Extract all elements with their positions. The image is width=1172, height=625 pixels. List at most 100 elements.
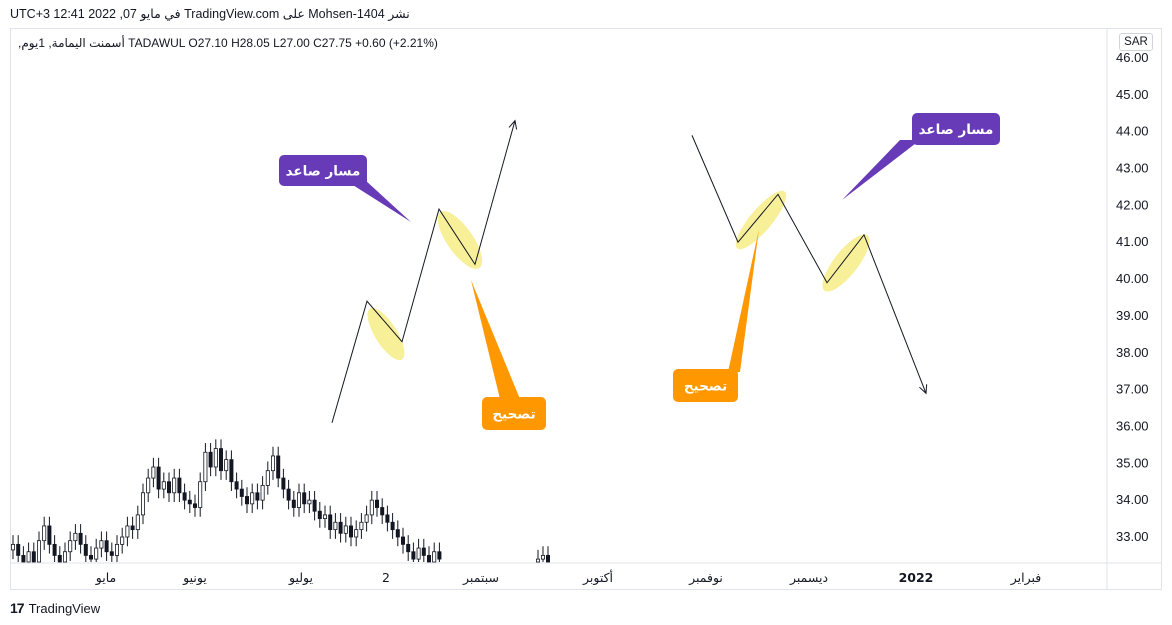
candle[interactable] [406,535,411,561]
candle[interactable] [260,476,265,510]
candle[interactable] [42,516,47,550]
candle[interactable] [187,490,192,514]
candle[interactable] [208,443,213,477]
candle[interactable] [161,472,166,499]
candle[interactable] [546,546,551,563]
candle[interactable] [63,542,68,563]
uptrend-callout-right[interactable]: مسار صاعد [842,113,1000,200]
candle[interactable] [99,531,104,558]
candle[interactable] [281,468,286,499]
candle[interactable] [26,542,31,563]
highlight-ellipse[interactable] [430,205,490,276]
candle[interactable] [192,494,197,517]
candle[interactable] [302,483,307,514]
candle[interactable] [57,546,62,563]
candle[interactable] [354,520,359,547]
candle[interactable] [421,538,426,562]
candle[interactable] [380,498,385,525]
candle[interactable] [411,542,416,562]
candle[interactable] [146,468,151,502]
uptrend-callout-left[interactable]: مسار صاعد [279,155,411,222]
candle[interactable] [338,513,343,543]
candle[interactable] [31,542,36,563]
correction-callout-left[interactable]: تصحيح [471,280,546,430]
candle[interactable] [276,446,281,488]
candle[interactable] [229,450,234,491]
candle[interactable] [426,546,431,563]
candle[interactable] [322,505,327,528]
candle[interactable] [120,527,125,554]
candle[interactable] [317,501,322,528]
pattern-path-left[interactable] [331,120,516,423]
candle[interactable] [10,535,15,560]
candle[interactable] [333,513,338,539]
candle[interactable] [369,490,374,525]
candle[interactable] [135,505,140,539]
symbol-legend[interactable]: ,أسمنت اليمامة, 1يوم TADAWUL O27.10 H28.… [18,36,438,50]
candle[interactable] [94,538,99,562]
candle[interactable] [156,457,161,499]
candle[interactable] [359,513,364,539]
candle[interactable] [348,516,353,547]
candle[interactable] [52,535,57,562]
candle[interactable] [125,516,130,547]
candle[interactable] [224,450,229,480]
candle[interactable] [400,527,405,554]
candle[interactable] [198,472,203,517]
candle[interactable] [213,439,218,477]
highlight-ellipse[interactable] [361,303,411,366]
candle[interactable] [385,505,390,532]
candle[interactable] [21,546,26,563]
candle[interactable] [130,516,135,539]
candle[interactable] [541,546,546,562]
candle[interactable] [270,446,275,480]
candle[interactable] [343,516,348,543]
candle[interactable] [296,483,301,517]
candle[interactable] [374,490,379,517]
candle[interactable] [83,535,88,562]
highlight-ellipse[interactable] [815,228,877,298]
candle[interactable] [390,513,395,539]
candle[interactable] [244,487,249,514]
candle[interactable] [78,524,83,554]
candle[interactable] [536,549,541,563]
candle[interactable] [265,461,270,495]
candle[interactable] [203,443,208,491]
candle[interactable] [89,546,94,562]
candle[interactable] [172,468,177,502]
candle[interactable] [218,439,223,480]
candle[interactable] [307,490,312,514]
candle[interactable] [73,524,78,550]
candle[interactable] [151,457,156,488]
candle[interactable] [328,505,333,539]
candle[interactable] [432,542,437,563]
candle[interactable] [68,531,73,561]
candle[interactable] [109,542,114,562]
candle[interactable] [115,535,120,562]
highlight-ellipse[interactable] [729,185,793,256]
candle[interactable] [255,483,260,510]
candle[interactable] [286,479,291,510]
pattern-path-right[interactable] [691,135,927,394]
candle[interactable] [140,483,145,525]
candle[interactable] [312,490,317,521]
candle[interactable] [291,490,296,517]
candle[interactable] [104,531,109,561]
candle[interactable] [250,483,255,514]
candle[interactable] [166,472,171,502]
candle[interactable] [47,516,52,554]
annotations[interactable]: مسار صاعد مسار صاعد تصحيح تصحيح [279,113,1000,430]
candle[interactable] [177,468,182,502]
candle[interactable] [364,505,369,532]
candle[interactable] [16,535,21,562]
candle[interactable] [234,472,239,499]
tradingview-logo[interactable]: 17 TradingView [10,600,100,616]
candle[interactable] [239,479,244,506]
candle[interactable] [395,520,400,547]
candle[interactable] [182,483,187,510]
price-axis[interactable]: 46.00 45.00 44.00 43.00 42.00 41.00 40.00 39.00… [10,28,1162,590]
correction-callout-right[interactable]: تصحيح [673,229,759,402]
candle[interactable] [37,531,42,563]
currency-badge[interactable]: SAR [1119,33,1153,51]
